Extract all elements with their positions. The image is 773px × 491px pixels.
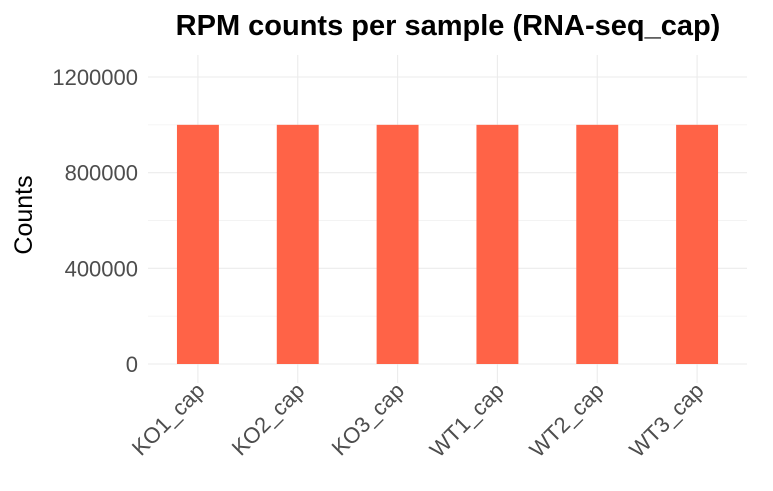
- bar-KO1_cap: [176, 124, 219, 364]
- y-tick-label: 400000: [65, 256, 138, 281]
- bar-WT2_cap: [576, 124, 619, 364]
- bar-KO3_cap: [376, 124, 419, 364]
- x-tick-label: WT1_cap: [425, 378, 509, 462]
- bars: [176, 124, 719, 364]
- bar-WT3_cap: [676, 124, 719, 364]
- y-axis-label: Counts: [10, 175, 38, 254]
- chart-title: RPM counts per sample (RNA-seq_cap): [176, 10, 721, 42]
- x-tick-label: KO2_cap: [227, 378, 310, 461]
- grid-lines: [148, 55, 747, 383]
- y-tick-label: 0: [126, 352, 138, 377]
- bar-KO2_cap: [276, 124, 319, 364]
- x-tick-label: KO3_cap: [327, 378, 410, 461]
- y-tick-label: 1200000: [52, 65, 138, 90]
- x-tick-label: WT3_cap: [624, 378, 708, 462]
- x-tick-label: WT2_cap: [525, 378, 609, 462]
- y-axis-ticks: 0 400000 800000 1200000: [52, 65, 138, 377]
- bar-WT1_cap: [476, 124, 519, 364]
- x-tick-label: KO1_cap: [127, 378, 210, 461]
- x-axis-ticks: KO1_cap KO2_cap KO3_cap WT1_cap WT2_cap WT3_c…: [127, 378, 709, 462]
- y-tick-label: 800000: [65, 161, 138, 186]
